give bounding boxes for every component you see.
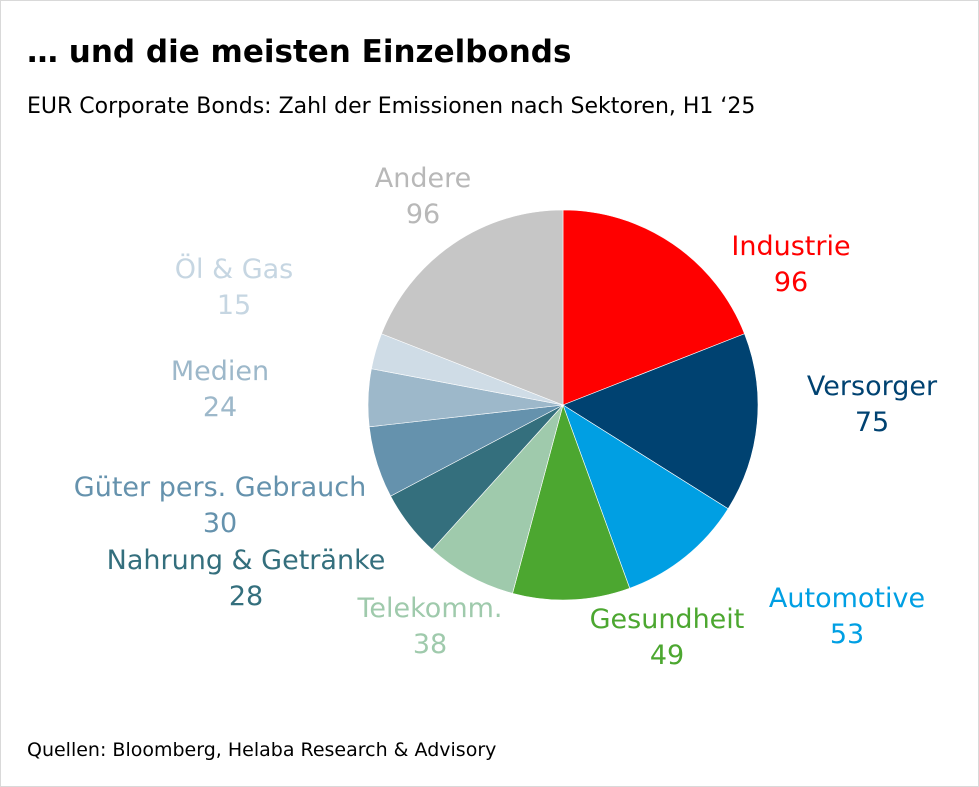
slice-name-oel-gas: Öl & Gas xyxy=(174,254,294,285)
slice-label-versorger: Versorger 75 xyxy=(807,369,937,441)
slice-label-gesundheit: Gesundheit 49 xyxy=(590,602,745,674)
slice-label-gueter-pers-gebrauch: Güter pers. Gebrauch 30 xyxy=(74,470,366,542)
slice-label-telekomm: Telekomm. 38 xyxy=(357,591,502,663)
slice-label-automotive: Automotive 53 xyxy=(769,581,925,653)
slice-value-oel-gas: 15 xyxy=(216,290,252,321)
slice-name-telekomm: Telekomm. xyxy=(357,593,503,624)
slice-name-gueter-pers-gebrauch: Güter pers. Gebrauch xyxy=(73,472,367,503)
slice-name-nahrung-getraenke: Nahrung & Getränke xyxy=(106,545,386,576)
slice-label-medien: Medien 24 xyxy=(171,354,269,426)
slice-value-andere: 96 xyxy=(405,199,441,230)
pie-slice-industrie xyxy=(562,209,745,406)
pie-slice-versorger xyxy=(562,333,759,510)
slice-value-automotive: 53 xyxy=(829,619,865,650)
pie-slice-automotive xyxy=(562,404,729,589)
slice-name-automotive: Automotive xyxy=(768,583,926,614)
slice-label-oel-gas: Öl & Gas 15 xyxy=(175,252,294,324)
slice-name-gesundheit: Gesundheit xyxy=(589,604,745,635)
slice-value-versorger: 75 xyxy=(854,407,890,438)
slice-value-gueter-pers-gebrauch: 30 xyxy=(202,508,238,539)
chart-title: … und die meisten Einzelbonds xyxy=(27,34,572,70)
slice-name-industrie: Industrie xyxy=(731,231,851,262)
slice-value-medien: 24 xyxy=(202,392,238,423)
slice-value-gesundheit: 49 xyxy=(649,640,685,671)
chart-subtitle: EUR Corporate Bonds: Zahl der Emissionen… xyxy=(27,94,756,119)
pie-slice-gesundheit xyxy=(512,404,631,601)
slice-value-telekomm: 38 xyxy=(412,629,448,660)
slice-value-nahrung-getraenke: 28 xyxy=(228,581,264,612)
slice-value-industrie: 96 xyxy=(773,267,809,298)
slice-label-nahrung-getraenke: Nahrung & Getränke 28 xyxy=(107,543,386,615)
slice-label-andere: Andere 96 xyxy=(375,161,471,233)
slice-name-andere: Andere xyxy=(374,163,472,194)
slice-name-versorger: Versorger xyxy=(806,371,938,402)
pie-slice-andere xyxy=(381,209,564,406)
source-note: Quellen: Bloomberg, Helaba Research & Ad… xyxy=(27,739,497,761)
pie-slices xyxy=(367,209,759,601)
slice-label-industrie: Industrie 96 xyxy=(731,229,850,301)
slice-name-medien: Medien xyxy=(170,356,270,387)
